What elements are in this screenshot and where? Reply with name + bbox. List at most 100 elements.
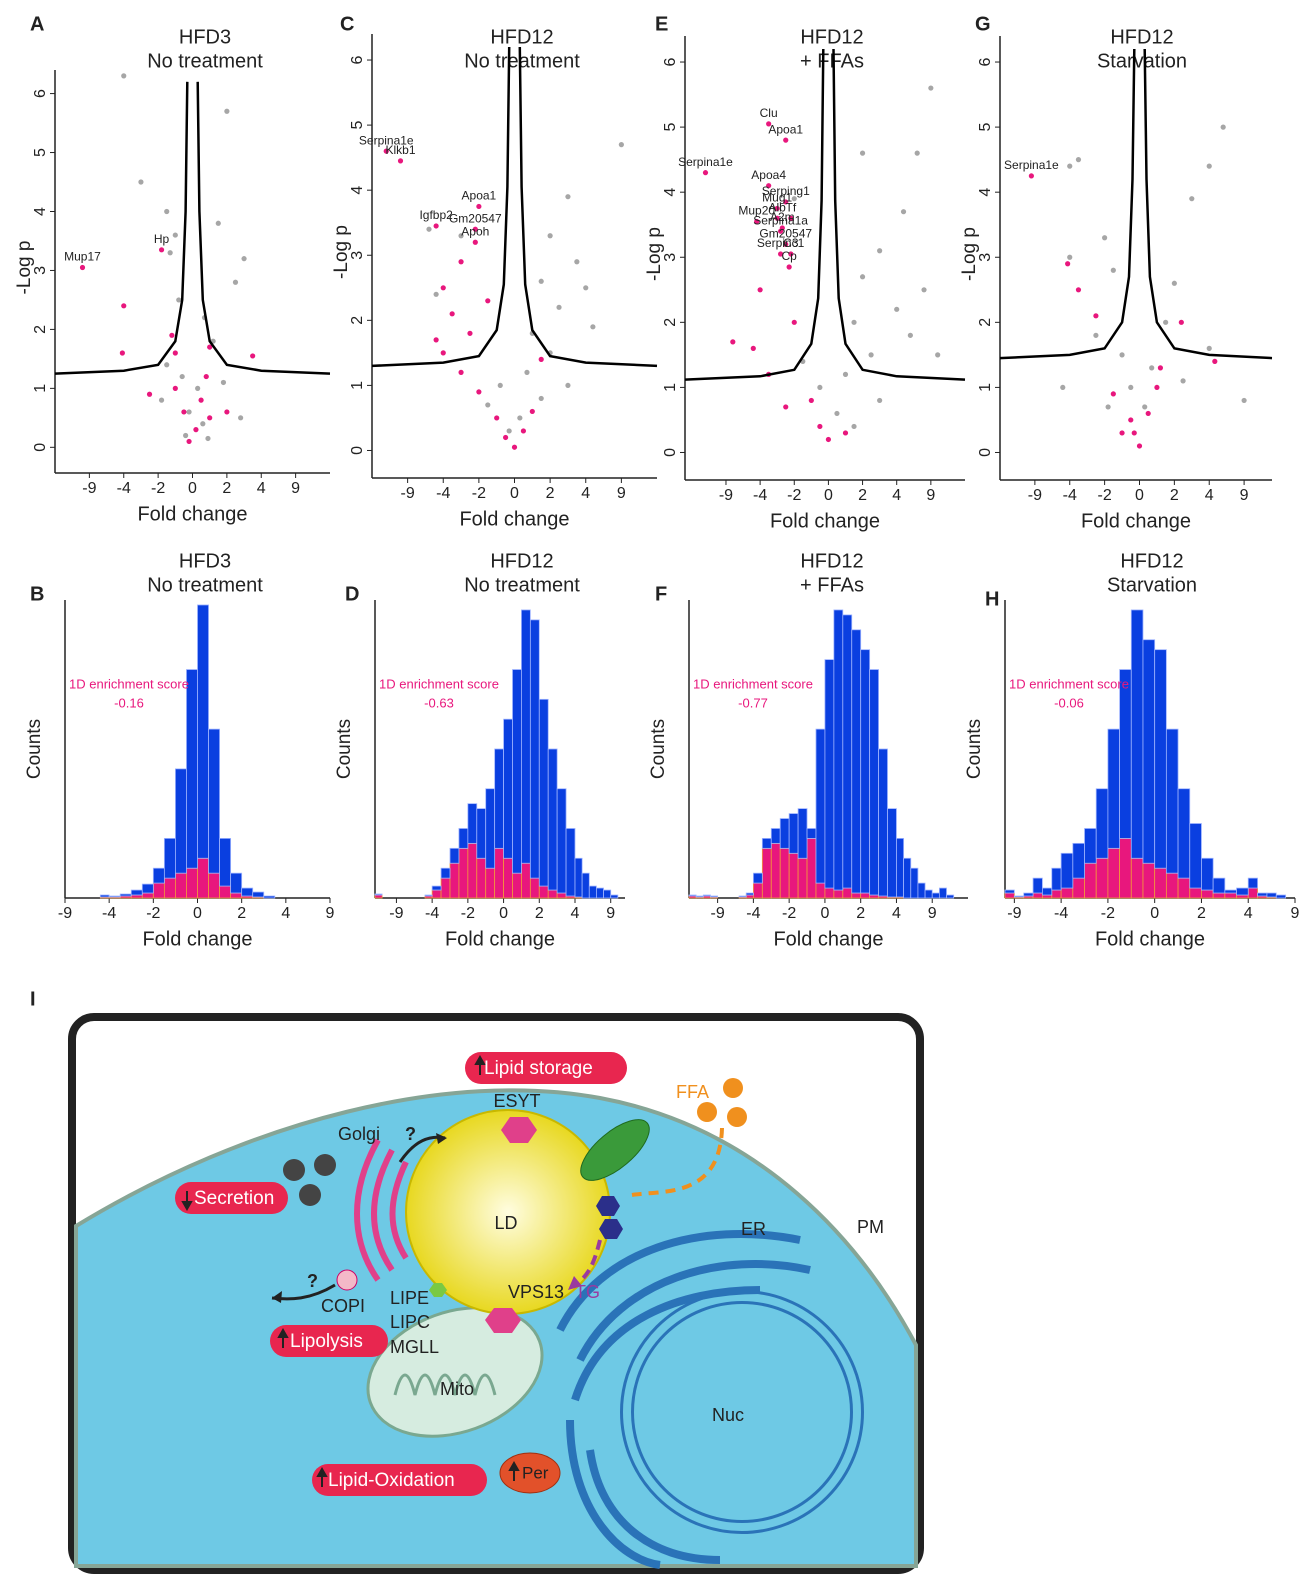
x-tick-label: -2: [1097, 487, 1111, 504]
point: [783, 241, 789, 247]
y-tick-label: 6: [349, 55, 366, 64]
bar: [512, 669, 522, 874]
bar: [141, 883, 154, 894]
x-tick-label: -9: [82, 480, 96, 497]
bar: [752, 882, 763, 899]
point: [224, 409, 230, 415]
y-tick-label: 4: [32, 207, 49, 216]
bar: [1032, 892, 1043, 899]
point-label: Serpinc1: [757, 236, 805, 250]
point: [565, 194, 571, 200]
bar: [1130, 609, 1144, 859]
bar: [1023, 892, 1034, 897]
x-tick-label: 2: [546, 485, 555, 502]
point: [195, 385, 201, 391]
x-tick-label: 2: [535, 905, 544, 922]
point: [472, 239, 478, 245]
bar: [761, 838, 772, 849]
point: [250, 353, 256, 359]
x-axis-label: Fold change: [445, 928, 555, 950]
point: [449, 311, 455, 317]
point: [1065, 261, 1071, 267]
bar: [521, 862, 531, 899]
bar: [152, 867, 165, 884]
x-tick-label: -2: [146, 905, 160, 922]
point: [172, 350, 178, 356]
bar: [603, 889, 612, 899]
bar: [779, 847, 790, 899]
enzyme: [599, 1219, 623, 1239]
bar: [1212, 877, 1226, 894]
chart-title: HFD12: [1120, 550, 1183, 572]
point: [397, 158, 404, 164]
point: [868, 352, 874, 358]
point: [1136, 443, 1143, 449]
label: Per: [522, 1463, 549, 1482]
label: ESYT: [493, 1091, 540, 1111]
nucleus-lumen: [623, 1293, 861, 1531]
enrichment-score: -0.06: [1054, 695, 1084, 710]
label: MGLL: [390, 1337, 439, 1357]
chart-subtitle: No treatment: [147, 50, 263, 72]
bar: [1072, 877, 1085, 899]
point: [203, 373, 209, 380]
enrichment-score: -0.77: [738, 695, 768, 710]
point: [472, 226, 478, 232]
point: [935, 352, 941, 358]
point: [1075, 157, 1082, 163]
point: [215, 220, 221, 226]
bar: [1154, 649, 1167, 869]
bar: [119, 893, 132, 897]
y-tick-label: 2: [349, 316, 366, 325]
point-label: Serpina1a: [753, 213, 808, 227]
bar: [241, 887, 254, 897]
y-tick-label: 5: [349, 121, 366, 130]
x-tick-label: -9: [710, 905, 724, 922]
y-tick-label: 0: [32, 443, 49, 452]
x-tick-label: 9: [1240, 487, 1249, 504]
point: [186, 409, 192, 415]
bar: [797, 808, 808, 859]
bar: [529, 619, 540, 879]
point-label: Clu: [760, 106, 778, 120]
point-label: A2m: [770, 210, 795, 224]
bar: [745, 892, 754, 896]
y-tick-label: 4: [662, 188, 679, 197]
y-tick-label: 3: [32, 266, 49, 275]
x-tick-label: 9: [928, 905, 937, 922]
chart-title: HFD3: [179, 26, 231, 48]
y-axis-label: Counts: [334, 719, 355, 779]
bar: [581, 872, 590, 899]
x-tick-label: -9: [58, 905, 72, 922]
bar: [878, 748, 888, 897]
x-tick-label: 4: [1205, 487, 1214, 504]
diagram: I: [30, 988, 924, 1574]
bar: [833, 889, 844, 899]
point: [146, 391, 153, 397]
x-tick-label: 2: [1170, 487, 1179, 504]
bar: [1189, 823, 1202, 889]
point: [1067, 163, 1073, 169]
x-tick-label: 0: [499, 905, 508, 922]
point: [1102, 235, 1108, 241]
bar: [1189, 887, 1202, 899]
label: ?: [307, 1271, 318, 1291]
bar: [896, 838, 905, 898]
point: [121, 73, 127, 79]
point-label: Apoa1: [462, 189, 497, 203]
bar: [610, 894, 619, 899]
point: [172, 232, 178, 238]
bar: [485, 867, 496, 899]
point: [426, 226, 432, 232]
point: [1220, 124, 1226, 130]
bar: [887, 808, 897, 898]
y-tick-label: 1: [977, 383, 994, 392]
point: [1171, 280, 1177, 286]
bar: [1095, 857, 1109, 899]
point-label: Cp: [781, 249, 797, 263]
bar: [521, 609, 531, 864]
point: [176, 297, 182, 303]
x-tick-label: -4: [753, 487, 767, 504]
chart-title: HFD3: [179, 550, 231, 572]
point: [1154, 384, 1160, 391]
